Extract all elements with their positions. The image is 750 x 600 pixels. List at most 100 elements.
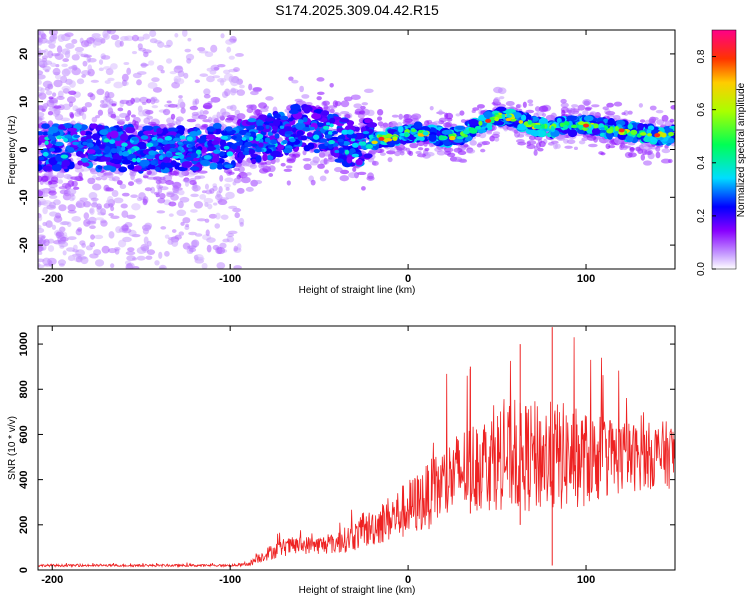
- spectrogram-noise-blob: [215, 212, 221, 220]
- spectrogram-noise-blob: [94, 36, 104, 43]
- spectrogram-halo-blob: [391, 114, 399, 118]
- spectrogram-ridge-blob: [244, 146, 250, 153]
- spectrogram-noise-blob: [136, 197, 143, 202]
- spectrogram-noise-blob: [38, 74, 46, 80]
- spectrogram-noise-blob: [110, 215, 120, 219]
- spectrogram-noise-blob: [89, 208, 94, 214]
- spectrogram-noise-blob: [167, 238, 174, 245]
- spectrogram-noise-blob: [151, 105, 159, 109]
- spectrogram-noise-blob: [227, 230, 238, 235]
- spectrogram-ridge-blob: [256, 125, 265, 131]
- spectrogram-noise-blob: [160, 226, 167, 230]
- spectrogram-halo-blob: [169, 170, 179, 176]
- spectrogram-core-blob: [219, 139, 227, 147]
- spectrogram-core-blob: [251, 158, 257, 165]
- spectrogram-noise-blob: [58, 241, 69, 248]
- spectrogram-noise-blob: [229, 87, 237, 96]
- spectrogram-core-blob: [280, 115, 289, 121]
- spectrogram-noise-blob: [149, 30, 157, 38]
- spectrogram-ridge-blob: [606, 128, 614, 134]
- spectrogram-core-blob: [277, 144, 285, 150]
- spectrogram-ridge-blob: [104, 154, 113, 158]
- spectrogram-halo-blob: [588, 143, 598, 148]
- spectrogram-ridge-blob: [506, 114, 512, 118]
- spectrogram-core-blob: [296, 130, 304, 137]
- spectrogram-noise-blob: [38, 112, 45, 118]
- spectrogram-halo-blob: [56, 171, 65, 179]
- spectrogram-core-blob: [42, 165, 52, 171]
- spectrogram-halo-blob: [358, 110, 366, 115]
- spectrogram-halo-blob: [361, 186, 366, 191]
- spectrogram-halo-blob: [459, 110, 465, 116]
- spectrogram-halo-blob: [409, 142, 419, 149]
- spectrogram-core-blob: [428, 134, 437, 142]
- spectrogram-core-blob: [664, 127, 672, 134]
- spectrogram-noise-blob: [236, 89, 246, 96]
- spectrogram-ridge-blob: [371, 140, 378, 145]
- snr-ylabel: SNR (10 * v/v): [7, 416, 18, 480]
- spectrogram-halo-blob: [142, 175, 149, 179]
- spectrogram-halo-blob: [283, 168, 293, 172]
- spectrogram-halo-blob: [254, 180, 263, 185]
- spectrogram-halo-blob: [248, 104, 255, 110]
- spectrogram-ridge-blob: [72, 141, 79, 146]
- spectrogram-core-blob: [288, 117, 294, 122]
- spectrogram-halo-blob: [376, 108, 384, 116]
- spectrogram-halo-blob: [215, 194, 223, 201]
- spectrogram-noise-blob: [148, 60, 155, 66]
- spectrogram-core-blob: [583, 115, 594, 122]
- spectrogram-halo-blob: [380, 152, 386, 156]
- spectrogram-halo-blob: [582, 110, 589, 116]
- spectrogram-noise-blob: [228, 205, 238, 210]
- spectrogram-ridge-blob: [165, 152, 173, 158]
- spectrogram-halo-blob: [357, 113, 365, 119]
- spectrogram-noise-blob: [38, 215, 43, 222]
- spectrogram-halo-blob: [600, 152, 606, 156]
- spectrogram-core-blob: [247, 118, 257, 123]
- spectrogram-halo-blob: [48, 180, 59, 185]
- spectrogram-noise-blob: [51, 224, 57, 230]
- spectrogram-halo-blob: [146, 170, 152, 175]
- spectrogram-halo-blob: [424, 120, 430, 127]
- spectrogram-halo-blob: [303, 163, 312, 170]
- spectrogram-halo-blob: [180, 107, 186, 114]
- spectrogram-noise-blob: [123, 61, 130, 66]
- spectrogram-core-blob: [346, 156, 353, 164]
- spectrogram-ridge-blob: [578, 121, 586, 126]
- spectrogram-halo-blob: [493, 86, 503, 94]
- spectrogram-core-blob: [80, 157, 89, 163]
- spectrogram-halo-blob: [526, 144, 536, 150]
- spectrogram-core-blob: [316, 122, 325, 128]
- spectrogram-noise-blob: [120, 203, 128, 209]
- spectrogram-halo-blob: [418, 147, 424, 151]
- spectrogram-core-blob: [606, 131, 613, 140]
- spectrogram-noise-blob: [102, 30, 109, 39]
- spectrogram-ridge-blob: [220, 135, 229, 140]
- spectrogram-noise-blob: [110, 263, 115, 269]
- spectrogram-halo-blob: [411, 113, 422, 120]
- spectrogram-halo-blob: [377, 116, 383, 121]
- spectrogram-core-blob: [103, 165, 114, 171]
- spectrogram-y-tick-label: 20: [18, 48, 30, 60]
- spectrogram-core-blob: [637, 122, 644, 131]
- spectrogram-core-blob: [121, 159, 132, 165]
- spectrogram-noise-blob: [92, 183, 102, 191]
- spectrogram-halo-blob: [571, 104, 579, 108]
- spectrogram-core-blob: [80, 136, 88, 142]
- spectrogram-noise-blob: [140, 243, 150, 252]
- spectrogram-halo-blob: [99, 103, 108, 109]
- spectrogram-halo-blob: [172, 181, 182, 189]
- spectrogram-halo-blob: [197, 175, 206, 179]
- spectrogram-halo-blob: [469, 140, 477, 146]
- spectrogram-ridge-blob: [267, 144, 276, 148]
- spectrogram-halo-blob: [301, 94, 310, 99]
- spectrogram-ridge-blob: [441, 135, 448, 140]
- spectrogram-halo-blob: [312, 156, 320, 164]
- spectrogram-noise-blob: [121, 73, 129, 82]
- spectrogram-halo-blob: [166, 192, 175, 198]
- spectrogram-halo-blob: [158, 179, 167, 184]
- spectrogram-peak: [378, 136, 385, 141]
- spectrogram-noise-blob: [55, 231, 65, 237]
- spectrogram-halo-blob: [402, 113, 413, 120]
- spectrogram-core-blob: [209, 162, 218, 170]
